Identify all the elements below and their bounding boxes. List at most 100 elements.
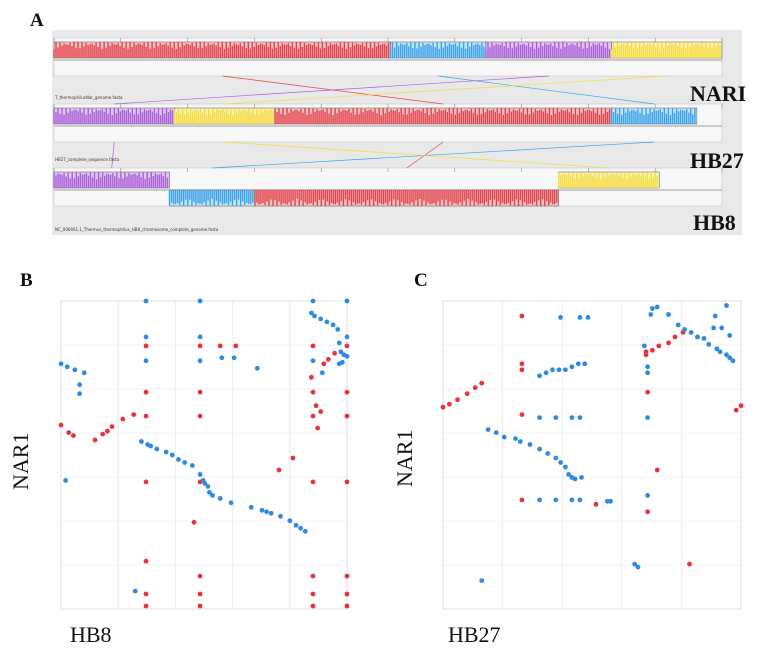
forward-match-point: [143, 479, 149, 485]
reverse-match-point: [293, 522, 299, 528]
reverse-match-point: [77, 382, 82, 388]
panel-b-y-label: NAR1: [8, 432, 33, 490]
forward-match-point: [310, 389, 316, 395]
forward-match-point: [455, 397, 460, 403]
panel-c-letter: C: [414, 270, 428, 291]
reverse-match-point: [635, 564, 641, 570]
forward-match-point: [197, 343, 203, 349]
forward-match-point: [344, 479, 350, 485]
lcb-connector-blue: [212, 141, 655, 169]
reverse-match-point: [169, 452, 175, 458]
forward-match-point: [321, 361, 327, 367]
reverse-match-point: [205, 484, 211, 489]
reverse-match-point: [344, 298, 350, 304]
reverse-match-point: [228, 500, 234, 506]
reverse-match-point: [537, 497, 542, 503]
reverse-match-point: [727, 355, 733, 361]
forward-match-point: [315, 425, 320, 431]
forward-match-point: [191, 519, 197, 525]
reverse-match-point: [210, 493, 215, 498]
reverse-match-point: [231, 355, 237, 361]
plot-area: [442, 300, 742, 610]
reverse-match-point: [553, 455, 559, 461]
reverse-match-point: [259, 507, 265, 513]
genome-label-nari: NARI: [690, 81, 747, 106]
reverse-match-point: [139, 439, 144, 444]
forward-match-point: [71, 433, 76, 438]
reverse-match-point: [248, 504, 254, 510]
reverse-match-point: [197, 334, 203, 340]
reverse-match-point: [219, 355, 225, 361]
reverse-match-point: [654, 304, 660, 310]
reverse-match-point: [682, 327, 687, 332]
forward-match-point: [326, 356, 331, 362]
forward-match-point: [332, 350, 337, 356]
reverse-match-point: [513, 436, 518, 441]
forward-match-point: [643, 349, 649, 355]
lcb-similarity-profile-yellow: [610, 42, 721, 58]
lcb-similarity-profile-blue: [610, 108, 696, 124]
forward-match-point: [197, 573, 203, 579]
panel-a-letter: A: [30, 10, 44, 31]
reverse-match-point: [645, 370, 650, 376]
forward-match-point: [310, 413, 316, 419]
reverse-match-point: [537, 373, 542, 379]
forward-match-point: [650, 347, 655, 353]
reverse-match-point: [543, 370, 549, 376]
reverse-match-point: [190, 463, 195, 468]
reverse-match-point: [527, 442, 533, 447]
forward-match-point: [310, 603, 316, 609]
forward-match-point: [143, 413, 149, 419]
reverse-match-point: [298, 525, 303, 531]
reverse-match-point: [717, 349, 723, 355]
forward-match-point: [309, 374, 314, 380]
forward-match-point: [143, 591, 149, 597]
forward-match-point: [344, 343, 350, 349]
sequence-name-hb27: HB27_complete_sequence.fasta: [55, 157, 120, 162]
reverse-match-point: [330, 322, 336, 328]
forward-match-point: [318, 409, 324, 414]
reverse-match-point: [558, 315, 563, 320]
forward-match-point: [313, 403, 319, 409]
plot-area: [60, 300, 348, 610]
reverse-match-point: [666, 312, 671, 317]
reverse-match-point: [695, 334, 700, 340]
reverse-match-point: [719, 325, 725, 331]
forward-match-point: [593, 501, 599, 507]
forward-match-point: [58, 422, 64, 428]
reverse-match-point: [268, 510, 274, 516]
reverse-match-point: [81, 370, 87, 376]
lcb-block-purple: [53, 171, 170, 189]
reverse-match-point: [569, 364, 575, 370]
reverse-match-point: [197, 472, 203, 477]
forward-match-point: [479, 380, 485, 386]
reverse-match-point: [711, 325, 716, 331]
forward-match-point: [733, 407, 739, 413]
reverse-match-point: [319, 370, 325, 376]
panel-b-letter: B: [20, 270, 33, 291]
forward-match-point: [519, 361, 525, 367]
lcb-connector-purple: [111, 141, 115, 169]
reverse-match-point: [577, 315, 583, 320]
reverse-match-point: [730, 358, 736, 364]
reverse-match-point: [724, 303, 729, 308]
forward-match-point: [143, 603, 149, 609]
forward-match-point: [519, 412, 525, 417]
forward-match-point: [440, 404, 446, 410]
reverse-match-point: [318, 316, 324, 322]
reverse-match-point: [182, 460, 188, 465]
reverse-match-point: [545, 451, 551, 456]
reverse-match-point: [572, 476, 578, 482]
reverse-match-point: [582, 361, 588, 367]
reverse-match-point: [310, 298, 316, 304]
forward-match-point: [519, 367, 525, 373]
forward-match-point: [344, 389, 350, 395]
lcb-similarity-profile-yellow: [173, 108, 274, 124]
reverse-match-point: [688, 330, 694, 335]
dot-plot-b: [58, 298, 350, 610]
reverse-match-point: [645, 364, 650, 370]
forward-match-point: [276, 467, 282, 473]
lcb-similarity-profile-purple: [53, 108, 174, 124]
forward-match-point: [310, 591, 316, 597]
reverse-match-point: [310, 358, 316, 364]
